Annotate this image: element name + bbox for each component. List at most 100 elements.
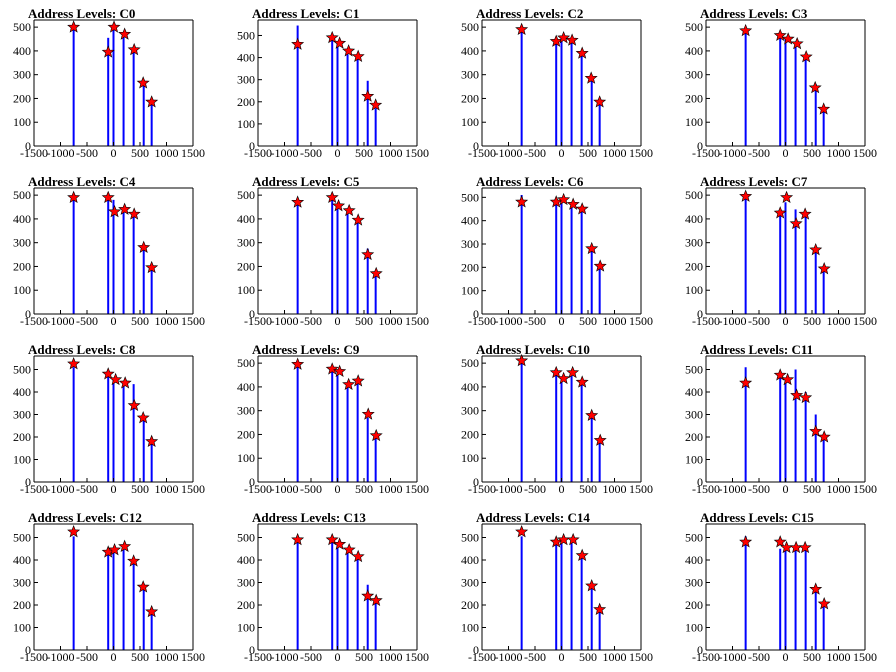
bar — [142, 246, 145, 314]
x-tick-label: 1500 — [853, 650, 877, 664]
x-tick-label: 1500 — [853, 482, 877, 496]
y-tick-label: 100 — [685, 115, 703, 129]
bar — [331, 539, 334, 650]
x-tick-label: 0 — [111, 146, 117, 160]
chart-title: Address Levels: C15 — [700, 510, 814, 525]
peak-star-marker — [118, 539, 132, 553]
peak-star-marker — [817, 262, 831, 275]
y-tick-label: 0 — [473, 139, 479, 153]
peak-star-marker — [361, 407, 375, 420]
x-tick-label: 500 — [803, 314, 821, 328]
y-tick-label: 200 — [13, 91, 31, 105]
bar — [814, 414, 817, 482]
bar — [72, 25, 75, 146]
y-tick-label: 500 — [13, 363, 31, 377]
histogram-chart: Address Levels: C40100200300400500-1500-… — [13, 174, 205, 328]
bar — [122, 209, 125, 314]
x-tick-label: 0 — [559, 650, 565, 664]
bar — [150, 610, 153, 651]
bar — [112, 199, 115, 314]
x-tick-label: 500 — [803, 146, 821, 160]
bar — [356, 58, 359, 146]
peak-star-marker — [773, 206, 787, 219]
x-tick-label: 0 — [335, 314, 341, 328]
bar — [744, 197, 747, 314]
bar — [570, 40, 573, 146]
y-tick-label: 500 — [13, 188, 31, 202]
peak-markers-group — [291, 30, 383, 111]
x-tick-label: 1500 — [181, 482, 205, 496]
x-tick-label: 1000 — [827, 650, 851, 664]
bar — [560, 542, 563, 650]
y-tick-label: 500 — [461, 20, 479, 34]
peak-star-marker — [291, 37, 305, 50]
histogram-panel-c2: Address Levels: C2 0 100 200 300 400 500 -1500-… — [448, 0, 672, 168]
bar — [374, 601, 377, 651]
bar — [560, 36, 563, 146]
histogram-chart: Address Levels: C70100200300400500-1500-… — [685, 174, 877, 328]
peak-markers-group — [739, 535, 831, 610]
histogram-panel-c6: Address Levels: C6 0 100 200 300 400 500 -1500-… — [448, 168, 672, 336]
y-tick-label: 300 — [461, 576, 479, 590]
y-tick-label: 500 — [13, 531, 31, 545]
chart-title: Address Levels: C14 — [476, 510, 590, 525]
x-tick-label: -1500 — [244, 146, 272, 160]
y-tick-label: 400 — [13, 212, 31, 226]
peak-star-marker — [101, 367, 115, 380]
bar — [590, 413, 593, 482]
peak-markers-group — [67, 190, 159, 274]
peak-star-marker — [342, 543, 356, 556]
peak-star-marker — [809, 242, 823, 256]
bars-group — [744, 197, 825, 314]
bars-group — [744, 536, 825, 651]
y-tick-label: 300 — [13, 576, 31, 590]
x-tick-label: -1500 — [692, 650, 720, 664]
y-tick-label: 400 — [461, 553, 479, 567]
chart-title: Address Levels: C11 — [700, 342, 813, 357]
peak-markers-group — [739, 189, 831, 275]
peak-star-marker — [557, 371, 571, 385]
x-tick-label: -500 — [748, 146, 770, 160]
peak-star-marker — [817, 597, 831, 610]
peak-star-marker — [369, 98, 383, 111]
peak-star-marker — [109, 372, 123, 386]
histogram-panel-c1: Address Levels: C1 0 100 200 300 400 500 -1500-… — [224, 0, 448, 168]
x-tick-label: -1500 — [468, 314, 496, 328]
x-tick-label: -500 — [300, 482, 322, 496]
y-tick-label: 500 — [237, 356, 255, 370]
bar — [122, 34, 125, 147]
x-tick-label: 500 — [803, 482, 821, 496]
x-tick-label: 0 — [111, 482, 117, 496]
y-tick-label: 200 — [461, 598, 479, 612]
y-tick-label: 100 — [237, 451, 255, 465]
x-tick-label: -1000 — [719, 314, 747, 328]
y-tick-label: 500 — [461, 356, 479, 370]
peak-markers-group — [739, 23, 831, 115]
chart-title: Address Levels: C7 — [700, 174, 808, 189]
x-tick-label: -500 — [300, 146, 322, 160]
chart-title: Address Levels: C13 — [252, 510, 366, 525]
bar — [779, 36, 782, 146]
peak-star-marker — [575, 202, 589, 215]
x-tick-label: 1000 — [603, 146, 627, 160]
peak-star-marker — [799, 50, 813, 63]
bar — [560, 197, 563, 314]
bar — [112, 25, 115, 146]
y-tick-label: 100 — [461, 451, 479, 465]
x-tick-label: 1000 — [379, 146, 403, 160]
y-tick-label: 300 — [685, 68, 703, 82]
y-tick-label: 500 — [461, 190, 479, 204]
histogram-panel-c0: Address Levels: C0 0 100 200 300 400 500 -1500-… — [0, 0, 224, 168]
bars-group — [744, 31, 825, 146]
x-tick-label: 1500 — [181, 146, 205, 160]
y-tick-label: 500 — [237, 188, 255, 202]
x-tick-label: -500 — [76, 146, 98, 160]
peak-star-marker — [575, 46, 589, 59]
peak-star-marker — [773, 368, 787, 381]
x-tick-label: 0 — [111, 650, 117, 664]
histogram-chart: Address Levels: C00100200300400500-1500-… — [13, 6, 205, 160]
bar — [150, 441, 153, 482]
x-tick-label: -1000 — [47, 314, 75, 328]
bars-group — [520, 358, 601, 482]
bar — [296, 363, 299, 482]
